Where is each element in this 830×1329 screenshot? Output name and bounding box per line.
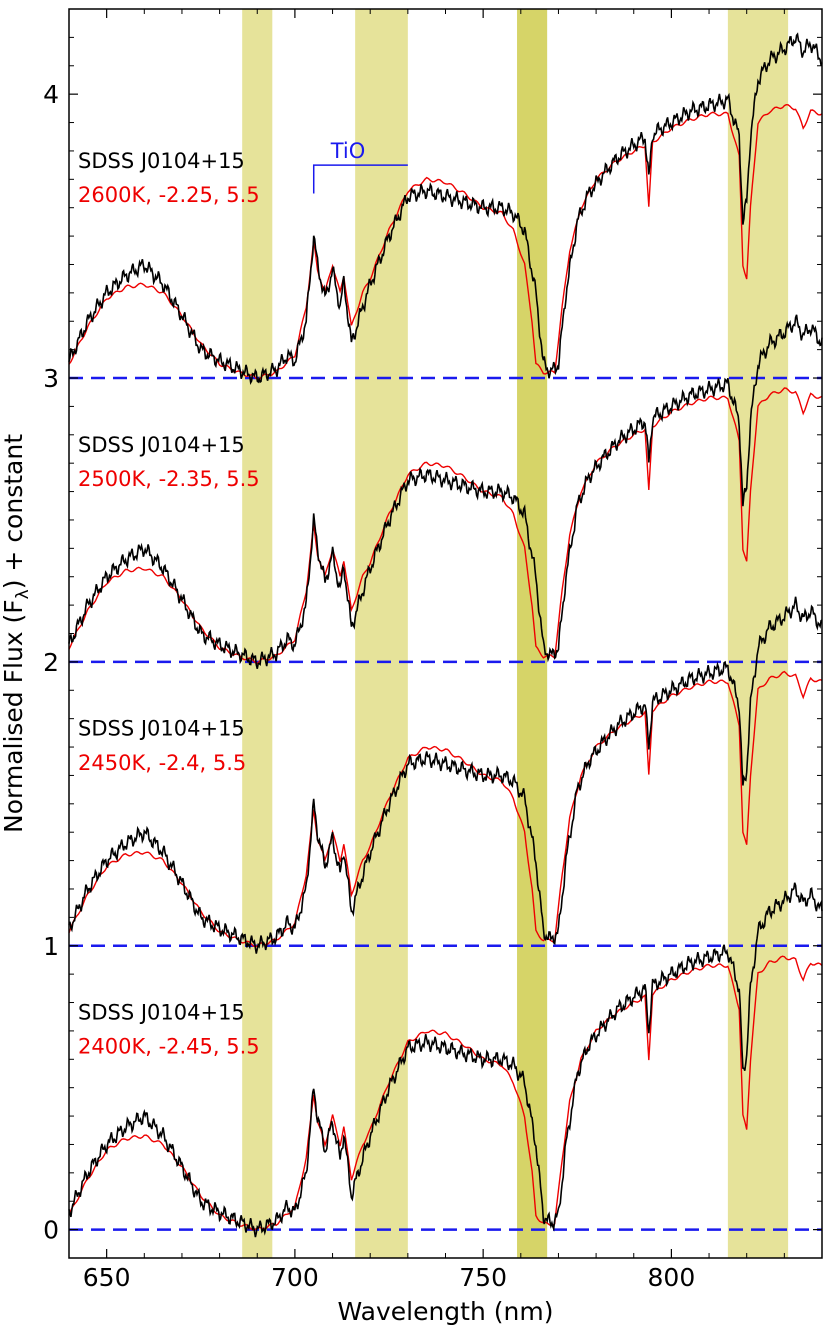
- y-tick-label-2: 2: [43, 648, 59, 677]
- model-spectrum-1: [68, 103, 823, 381]
- observed-spectrum-3: [68, 596, 823, 954]
- observed-spectrum-2: [68, 314, 823, 669]
- y-axis-title: Normalised Flux (Fλ) + constant: [0, 434, 33, 833]
- telluric-band-4: [727, 9, 789, 1258]
- y-tick-label-4: 4: [43, 80, 59, 109]
- y-tick-label-3: 3: [43, 364, 59, 393]
- model-label-1: 2600K, -2.25, 5.5: [78, 183, 260, 207]
- y-tick-label-1: 1: [43, 932, 59, 961]
- telluric-bands: [242, 9, 789, 1258]
- x-tick-label-700: 700: [271, 1263, 319, 1292]
- model-label-2: 2500K, -2.35, 5.5: [78, 467, 260, 491]
- y-axis-title-main: Normalised Flux (F: [0, 599, 28, 833]
- model-spectrum-4: [68, 955, 823, 1231]
- x-axis-title: Wavelength (nm): [338, 1297, 554, 1326]
- model-label-3: 2450K, -2.4, 5.5: [78, 751, 246, 775]
- model-spectrum-2: [68, 387, 823, 665]
- x-tick-label-650: 650: [83, 1263, 131, 1292]
- tio-bracket: [312, 164, 408, 194]
- object-label-2: SDSS J0104+15: [78, 433, 245, 457]
- zero-baselines: [69, 376, 822, 1231]
- telluric-band-2: [355, 9, 408, 1258]
- tio-annotation: TiO: [312, 139, 408, 194]
- telluric-band-1: [242, 9, 273, 1258]
- model-label-4: 2400K, -2.45, 5.5: [78, 1035, 260, 1059]
- y-axis-title-suffix: ) + constant: [0, 434, 28, 589]
- model-spectrum-3: [68, 670, 823, 948]
- x-tick-label-750: 750: [459, 1263, 507, 1292]
- tio-label: TiO: [330, 139, 366, 163]
- observed-spectrum-1: [68, 32, 823, 386]
- axis-ticks: 650 700 750 800 0 1 2 3 4: [43, 8, 823, 1292]
- object-label-3: SDSS J0104+15: [78, 717, 245, 741]
- x-tick-label-800: 800: [648, 1263, 696, 1292]
- y-tick-label-0: 0: [43, 1216, 59, 1245]
- y-axis-title-sub: λ: [13, 589, 33, 599]
- object-label-1: SDSS J0104+15: [78, 149, 245, 173]
- spectra-lines: [68, 32, 823, 1238]
- object-label-4: SDSS J0104+15: [78, 1001, 245, 1025]
- observed-spectrum-4: [68, 882, 823, 1238]
- spectrum-labels: SDSS J0104+15 2600K, -2.25, 5.5 SDSS J0104…: [78, 149, 260, 1059]
